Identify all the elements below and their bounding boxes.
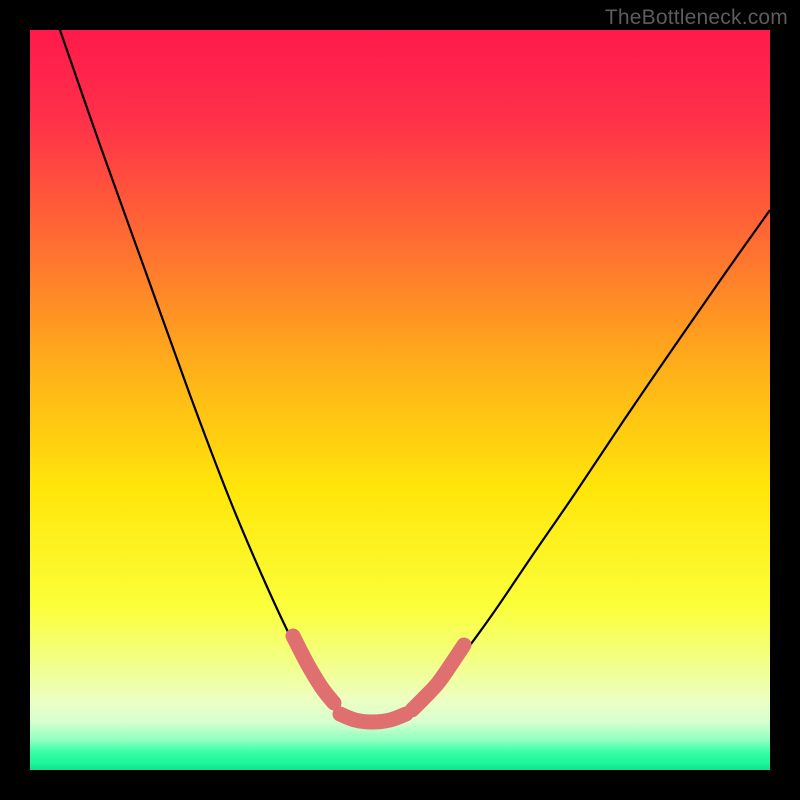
chart-canvas: TheBottleneck.com [0, 0, 800, 800]
overlay-valley-bottom [340, 714, 406, 722]
gradient-background [30, 30, 770, 770]
chart-svg [0, 0, 800, 800]
watermark-text: TheBottleneck.com [605, 6, 788, 30]
